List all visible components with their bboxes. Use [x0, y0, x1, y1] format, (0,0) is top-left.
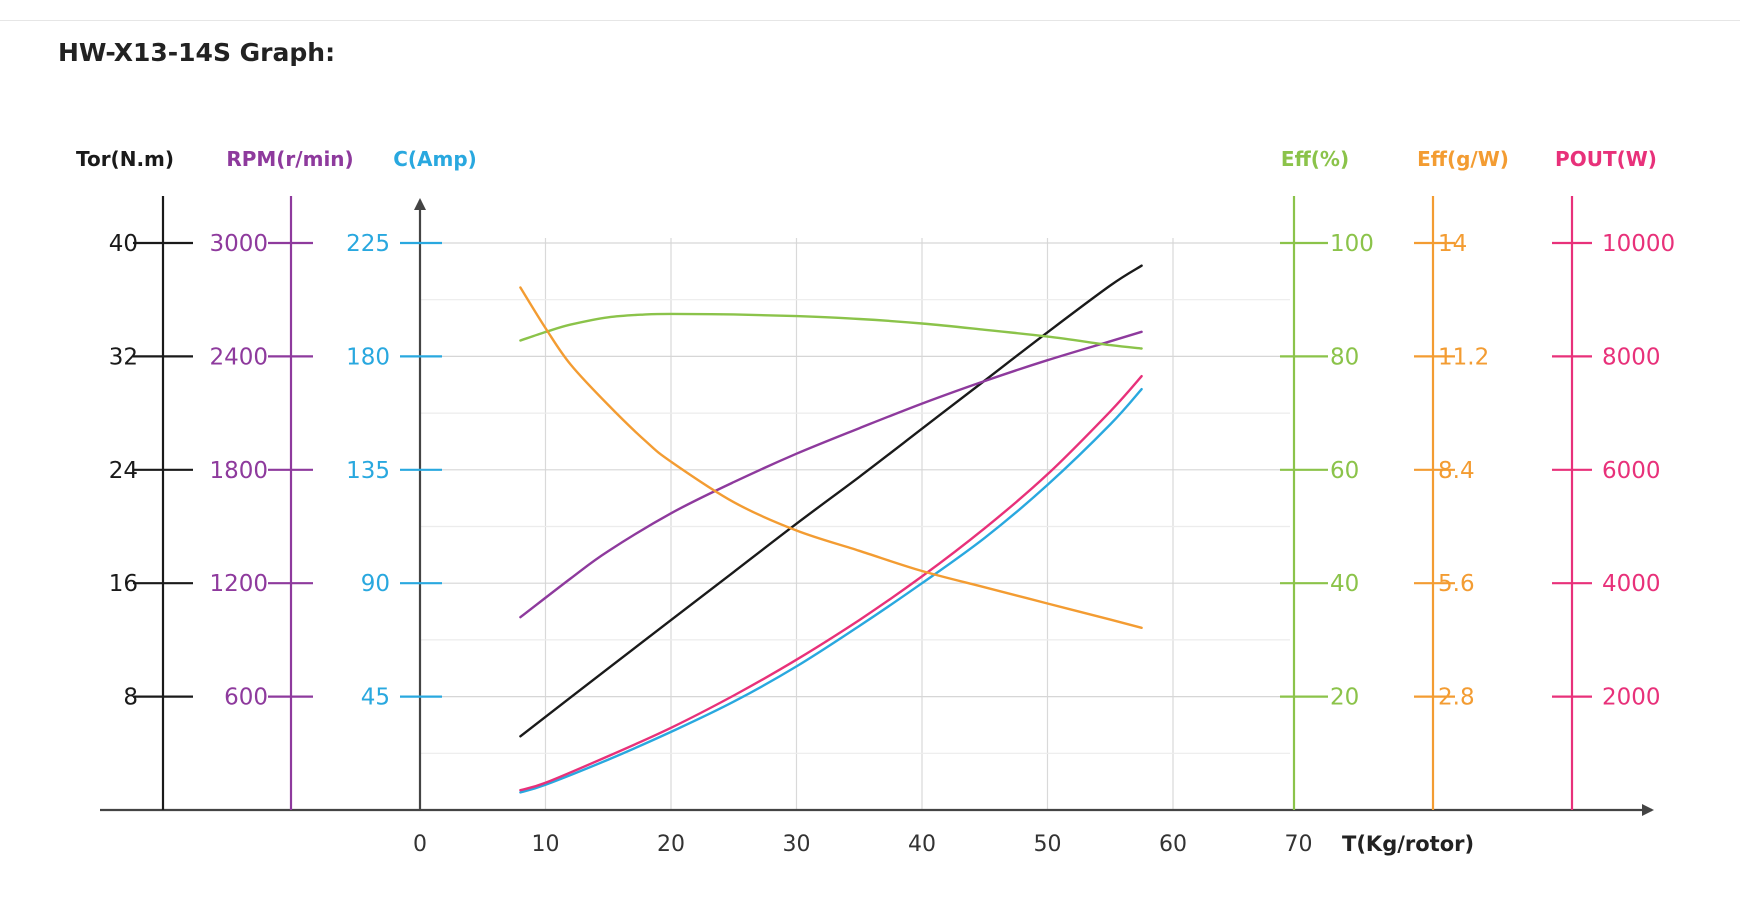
y-axis-title-rpm: RPM(r/min) [226, 147, 353, 171]
y-tick-label-rpm: 600 [224, 685, 268, 711]
x-tick-label: 0 [413, 832, 427, 857]
y-tick-label-effg: 2.8 [1438, 685, 1475, 711]
y-tick-label-tor: 24 [109, 458, 138, 484]
y-tick-label-effg: 8.4 [1438, 458, 1475, 484]
y-axis-title-effp: Eff(%) [1281, 147, 1349, 171]
y-tick-label-amp: 135 [346, 458, 390, 484]
y-tick-label-pout: 4000 [1602, 571, 1661, 597]
y-tick-label-amp: 225 [346, 231, 390, 257]
x-axis-title: T(Kg/rotor) [1342, 832, 1474, 856]
y-tick-label-rpm: 1800 [209, 458, 268, 484]
series-line-amp [519, 388, 1143, 794]
x-tick-label: 60 [1159, 832, 1187, 857]
series-line-pout [519, 375, 1143, 792]
y-tick-label-effp: 80 [1330, 344, 1359, 370]
y-axis-title-effg: Eff(g/W) [1417, 147, 1509, 171]
series-line-rpm [519, 330, 1143, 619]
y-tick-label-rpm: 2400 [209, 344, 268, 370]
axes [100, 196, 1654, 816]
y-tick-label-effp: 20 [1330, 685, 1359, 711]
y-tick-label-pout: 10000 [1602, 231, 1675, 257]
y-tick-label-rpm: 1200 [209, 571, 268, 597]
page-title: HW-X13-14S Graph: [58, 38, 336, 67]
y-axis-title-amp: C(Amp) [393, 147, 477, 171]
x-tick-label: 70 [1285, 832, 1313, 857]
y-tick-label-amp: 90 [361, 571, 390, 597]
y-tick-label-effp: 60 [1330, 458, 1359, 484]
y-tick-label-tor: 32 [109, 344, 138, 370]
series-line-effp [519, 312, 1143, 350]
y-axis-title-pout: POUT(W) [1555, 147, 1657, 171]
y-axis-title-tor: Tor(N.m) [76, 147, 174, 171]
y-tick-label-effp: 100 [1330, 231, 1374, 257]
top-divider [0, 20, 1740, 21]
x-tick-label: 20 [657, 832, 685, 857]
axis-labels: 0 10 20 30 40 50 60 70 T(Kg/rotor) 8 16 24 32 40 Tor(N… [76, 147, 1675, 857]
y-tick-label-effg: 14 [1438, 231, 1467, 257]
y-tick-label-rpm: 3000 [209, 231, 268, 257]
series-line-effg [519, 286, 1143, 629]
y-tick-label-amp: 180 [346, 344, 390, 370]
series-line-tor [519, 264, 1143, 738]
y-tick-label-tor: 8 [123, 685, 138, 711]
y-tick-label-effp: 40 [1330, 571, 1359, 597]
y-tick-label-pout: 6000 [1602, 458, 1661, 484]
grid [420, 238, 1290, 810]
y-tick-label-effg: 5.6 [1438, 571, 1475, 597]
y-tick-label-pout: 8000 [1602, 344, 1661, 370]
y-tick-label-tor: 16 [109, 571, 138, 597]
x-tick-label: 10 [532, 832, 560, 857]
x-tick-label: 30 [783, 832, 811, 857]
x-tick-label: 50 [1034, 832, 1062, 857]
y-tick-label-effg: 11.2 [1438, 344, 1489, 370]
x-tick-label: 40 [908, 832, 936, 857]
y-tick-label-pout: 2000 [1602, 685, 1661, 711]
y-tick-label-tor: 40 [109, 231, 138, 257]
y-tick-label-amp: 45 [361, 685, 390, 711]
series-lines [519, 264, 1143, 794]
